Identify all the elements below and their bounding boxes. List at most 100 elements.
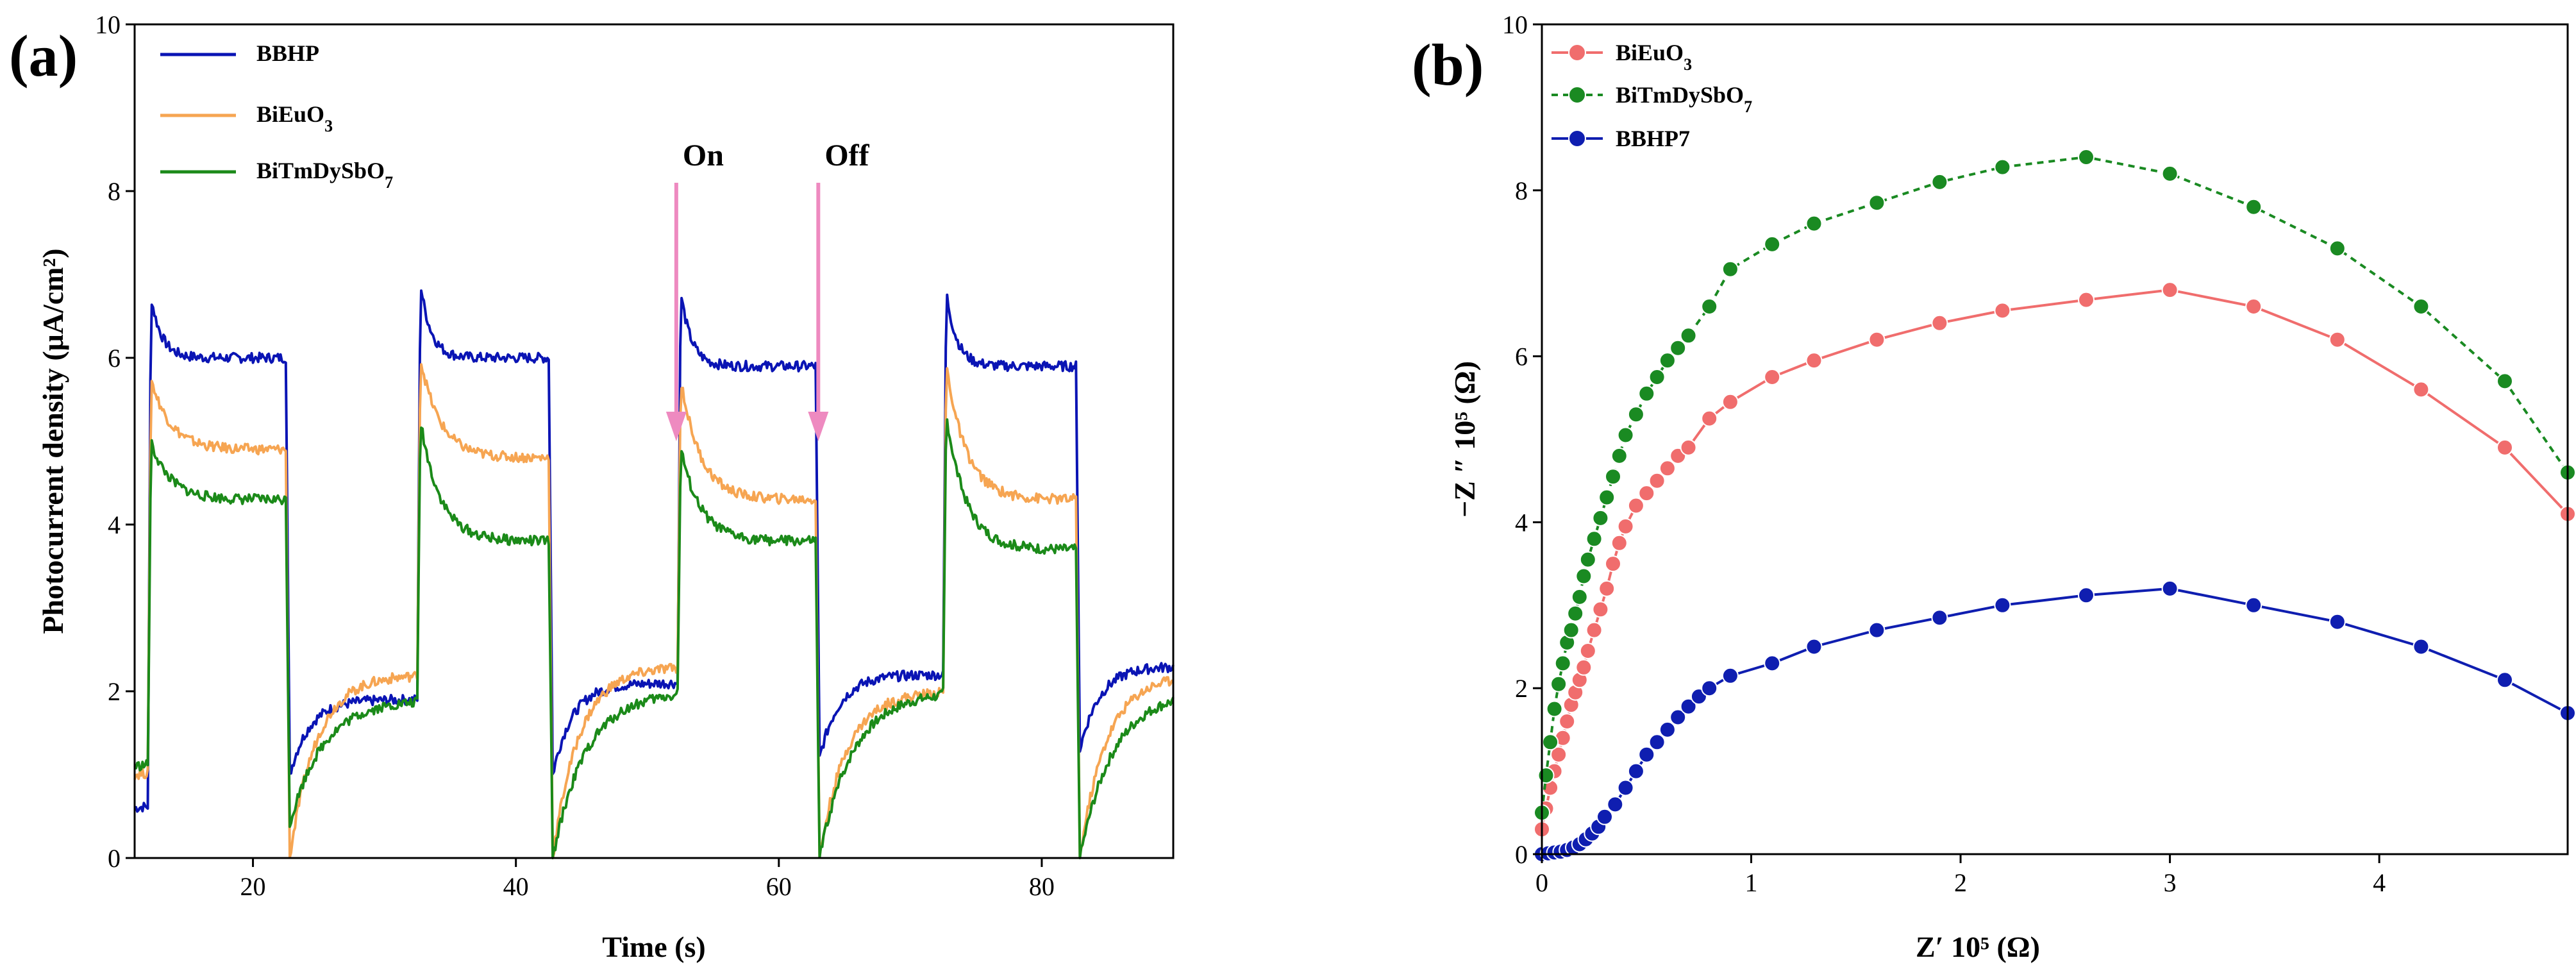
data-point-bbhp7: [1721, 667, 1739, 684]
data-point-bbhp7: [1868, 621, 1886, 639]
legend-marker-bieuo3: [1568, 44, 1586, 62]
data-point-bieuo3: [1994, 302, 2011, 319]
data-point-bitmdysbo7: [1627, 406, 1644, 423]
y-tick-label: 0: [108, 844, 121, 873]
data-point-bitmdysbo7: [1546, 700, 1563, 718]
data-point-bbhp7: [2497, 671, 2513, 689]
data-point-bitmdysbo7: [1571, 588, 1588, 605]
data-point-bitmdysbo7: [1680, 327, 1697, 344]
data-point-bitmdysbo7: [1537, 767, 1555, 784]
data-point-bbhp7: [1805, 638, 1823, 655]
data-point-bieuo3: [1805, 352, 1823, 369]
y-tick-label: 4: [108, 510, 121, 539]
data-point-bitmdysbo7: [1805, 215, 1823, 232]
y-tick-label: 10: [1502, 10, 1528, 39]
data-point-bieuo3: [2329, 331, 2346, 348]
data-point-bbhp7: [1617, 779, 1634, 796]
series-line-bbhp7: [1541, 587, 2568, 855]
data-point-bieuo3: [1605, 555, 1621, 573]
plot-frame: [1541, 23, 2569, 855]
data-point-bbhp7: [1669, 709, 1687, 726]
y-tick-label: 10: [95, 10, 121, 39]
data-point-bbhp7: [1680, 698, 1697, 715]
y-axis-label: Photocurrent density (μA/cm²): [37, 248, 69, 634]
data-point-bieuo3: [1648, 472, 1666, 489]
data-point-bitmdysbo7: [1554, 655, 1571, 672]
data-point-bbhp7: [1701, 680, 1718, 697]
data-point-bieuo3: [1559, 713, 1576, 730]
series-line-bbhp: [133, 289, 1175, 813]
data-point-bitmdysbo7: [2078, 149, 2095, 165]
x-tick-label: 60: [766, 872, 792, 901]
x-tick-label: 40: [503, 872, 529, 901]
data-point-bitmdysbo7: [2161, 165, 2179, 182]
data-point-bitmdysbo7: [1592, 509, 1609, 526]
data-point-bitmdysbo7: [1550, 675, 1568, 693]
data-point-bieuo3: [1931, 314, 1948, 332]
x-tick-label: 80: [1029, 872, 1055, 901]
data-point-bitmdysbo7: [1701, 298, 1718, 315]
data-point-bitmdysbo7: [1648, 369, 1666, 385]
photocurrent-chart: 20 40 60 80 0 2 4 6 8 10 Time (s) Photocurrent dens…: [9, 10, 1175, 963]
series-line-bitmdysbo7: [133, 418, 1175, 859]
data-point-bitmdysbo7: [1575, 568, 1593, 585]
data-point-bbhp7: [1931, 609, 1948, 627]
data-point-bitmdysbo7: [2413, 298, 2430, 315]
legend-marker-bitmdysbo7: [1568, 86, 1586, 104]
data-point-bieuo3: [1721, 393, 1739, 410]
data-point-bieuo3: [1680, 439, 1697, 456]
data-point-bbhp7: [1648, 734, 1666, 751]
x-axis-label: Z′ 10⁵ (Ω): [1916, 930, 2040, 963]
annotation-arrow-head: [665, 412, 687, 441]
series-line-bitmdysbo7: [1541, 155, 2569, 813]
data-point-bieuo3: [1868, 331, 1886, 348]
data-point-bbhp7: [1764, 655, 1781, 672]
x-tick-label: 20: [240, 872, 266, 901]
data-point-bbhp7: [2329, 613, 2346, 630]
y-tick-label: 2: [108, 677, 121, 706]
data-point-bieuo3: [1701, 410, 1718, 427]
data-point-bieuo3: [1610, 534, 1628, 551]
data-point-bitmdysbo7: [1562, 621, 1580, 639]
x-tick-label: 4: [2373, 868, 2386, 897]
data-point-bieuo3: [1579, 643, 1596, 659]
data-point-bieuo3: [1617, 517, 1634, 535]
data-point-bitmdysbo7: [1669, 339, 1687, 357]
data-point-bieuo3: [1764, 369, 1781, 385]
data-point-bbhp7: [2245, 596, 2262, 614]
x-tick-label: 3: [2164, 868, 2177, 897]
data-point-bitmdysbo7: [1994, 158, 2011, 176]
legend-marker-bbhp7: [1568, 130, 1586, 147]
data-point-bieuo3: [2497, 439, 2513, 456]
data-point-bbhp7: [1627, 762, 1644, 780]
data-point-bitmdysbo7: [1617, 426, 1634, 444]
data-point-bieuo3: [2245, 298, 2262, 315]
series-line-bieuo3: [133, 363, 1175, 859]
data-point-bieuo3: [1638, 485, 1655, 502]
x-tick-label: 1: [1745, 868, 1758, 897]
panel-label-b: (b): [1412, 32, 1484, 97]
annotation-arrow-head: [808, 412, 829, 441]
data-point-bieuo3: [1575, 659, 1593, 676]
data-point-bbhp7: [1607, 796, 1624, 813]
y-tick-label: 6: [108, 344, 121, 373]
x-tick-label: 0: [1535, 868, 1548, 897]
data-point-bitmdysbo7: [2245, 198, 2262, 215]
panel-label-a: (a): [9, 23, 78, 88]
data-point-bitmdysbo7: [1868, 194, 1886, 212]
data-point-bbhp7: [1659, 721, 1676, 738]
x-tick-label: 2: [1954, 868, 1967, 897]
data-point-bbhp7: [2161, 580, 2179, 597]
data-point-bieuo3: [1598, 580, 1616, 597]
y-tick-label: 4: [1515, 508, 1528, 537]
data-point-bieuo3: [2078, 291, 2095, 308]
data-point-bitmdysbo7: [1585, 530, 1603, 548]
data-point-bitmdysbo7: [1579, 551, 1596, 568]
eis-nyquist-chart: 0 1 2 3 4 0 2 4 6 8 10 Z′ 10⁵ (Ω) −Z ″ 10⁵ (Ω) (b) BiE…: [1412, 10, 2576, 963]
data-point-bitmdysbo7: [1931, 173, 1948, 190]
data-point-bieuo3: [1627, 497, 1644, 514]
data-point-bitmdysbo7: [1542, 734, 1559, 751]
x-axis-label: Time (s): [602, 930, 705, 963]
data-point-bieuo3: [1585, 621, 1603, 639]
